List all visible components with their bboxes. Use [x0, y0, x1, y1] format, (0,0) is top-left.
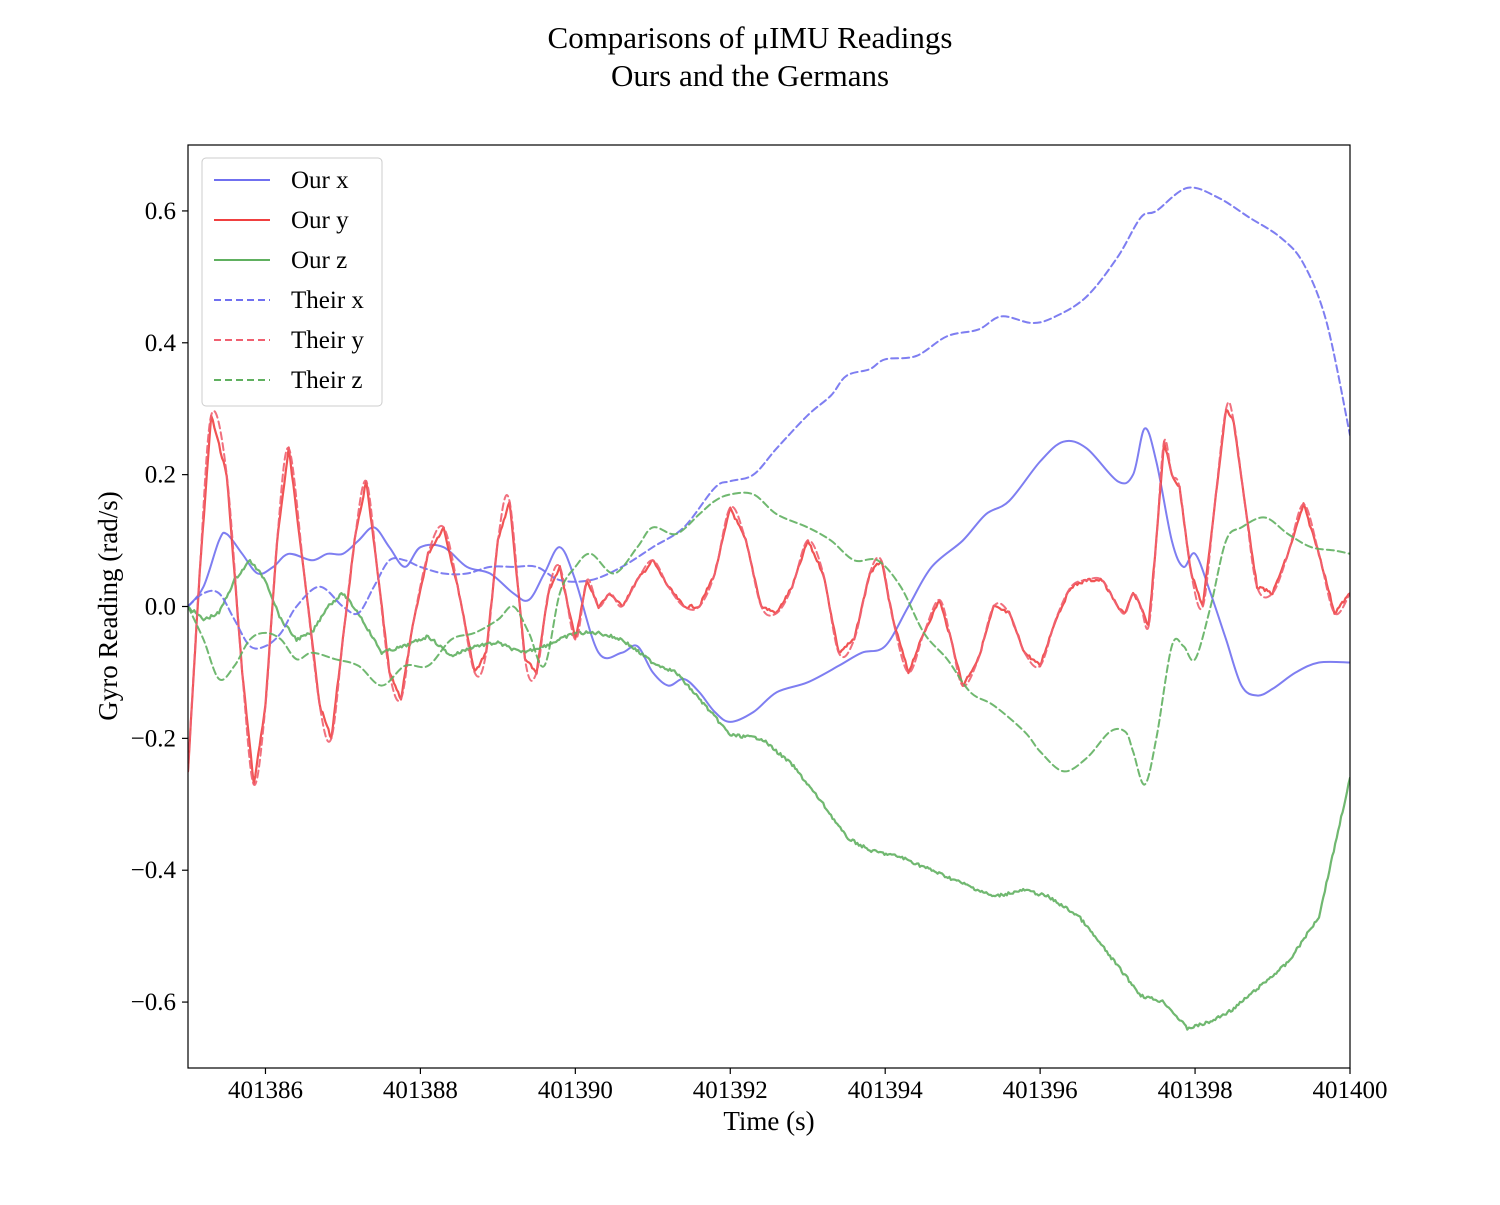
legend-label-their-z: Their z	[291, 367, 362, 394]
x-tick-label: 401400	[1313, 1077, 1388, 1104]
legend-label-our-x: Our x	[291, 167, 349, 194]
x-axis-label: Time (s)	[723, 1106, 814, 1136]
chart-title-line-2: Ours and the Germans	[611, 58, 889, 93]
x-tick-label: 401398	[1158, 1077, 1233, 1104]
y-tick-label: 0.0	[145, 594, 176, 621]
x-tick-label: 401388	[383, 1077, 458, 1104]
x-tick-label: 401394	[848, 1077, 924, 1104]
x-tick-label: 401390	[538, 1077, 613, 1104]
legend: Our x Our y Our z Their x Their y Their z	[201, 157, 383, 407]
y-tick-label: −0.2	[131, 725, 176, 752]
legend-label-their-x: Their x	[291, 287, 364, 314]
y-tick-label: −0.6	[131, 989, 176, 1016]
series-line-their-x	[188, 186, 1350, 650]
x-tick-label: 401396	[1003, 1077, 1078, 1104]
y-tick-label: 0.6	[145, 198, 176, 225]
legend-label-our-z: Our z	[291, 247, 347, 274]
legend-label-their-y: Their y	[291, 327, 364, 354]
y-tick-label: 0.4	[145, 330, 177, 357]
series-line-our-x	[188, 427, 1350, 723]
y-axis: −0.6 −0.4 −0.2 0.0 0.2 0.4 0.6	[131, 198, 188, 1016]
x-tick-label: 401386	[228, 1077, 303, 1104]
y-axis-label: Gyro Reading (rad/s)	[93, 491, 123, 720]
series-line-our-y	[188, 408, 1350, 785]
series-line-our-z	[188, 559, 1350, 1031]
y-tick-label: 0.2	[145, 462, 176, 489]
y-tick-label: −0.4	[131, 857, 177, 884]
x-tick-label: 401392	[693, 1077, 768, 1104]
series-line-their-y	[188, 401, 1350, 786]
series-layer	[188, 186, 1350, 1031]
chart-title-line-1: Comparisons of μIMU Readings	[548, 20, 953, 55]
x-axis: 401386 401388 401390 401392 401394 401396 4013…	[228, 1068, 1388, 1104]
series-line-their-z	[188, 491, 1350, 786]
legend-label-our-y: Our y	[291, 207, 349, 234]
